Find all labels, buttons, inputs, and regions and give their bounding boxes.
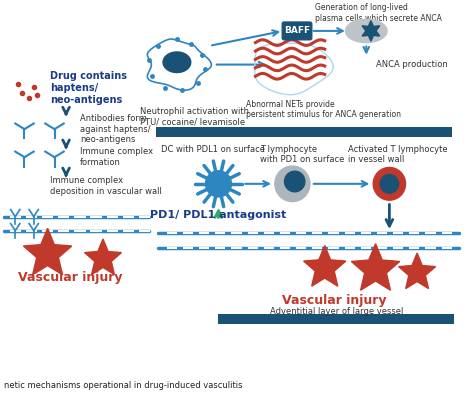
- Polygon shape: [351, 244, 400, 290]
- Text: ANCA production: ANCA production: [375, 60, 447, 69]
- Text: Vascular injury: Vascular injury: [282, 294, 386, 307]
- Polygon shape: [304, 246, 346, 286]
- Text: Immune complex
deposition in vascular wall: Immune complex deposition in vascular wa…: [50, 176, 162, 196]
- Text: Generation of long-lived
plasma cells which secrete ANCA: Generation of long-lived plasma cells wh…: [316, 4, 442, 23]
- FancyBboxPatch shape: [282, 22, 312, 40]
- FancyBboxPatch shape: [156, 127, 452, 137]
- Text: Antibodies form
against haptens/
neo-antigens: Antibodies form against haptens/ neo-ant…: [80, 114, 151, 144]
- Text: netic mechanisms operational in drug-induced vasculitis: netic mechanisms operational in drug-ind…: [4, 380, 242, 390]
- Polygon shape: [362, 21, 380, 41]
- Circle shape: [284, 171, 305, 192]
- Polygon shape: [163, 52, 191, 72]
- Text: BAFF: BAFF: [284, 26, 310, 35]
- Polygon shape: [147, 39, 211, 90]
- Circle shape: [275, 166, 310, 202]
- Polygon shape: [399, 253, 436, 289]
- Text: DC with PDL1 on surface: DC with PDL1 on surface: [161, 145, 265, 154]
- Text: Drug contains
haptens/
neo-antigens: Drug contains haptens/ neo-antigens: [50, 70, 127, 105]
- Circle shape: [373, 168, 406, 200]
- Ellipse shape: [346, 19, 387, 43]
- Text: Activated T lymphocyte
in vessel wall: Activated T lymphocyte in vessel wall: [348, 145, 447, 164]
- Text: Immune complex
formation: Immune complex formation: [80, 148, 153, 167]
- Polygon shape: [23, 228, 72, 275]
- Polygon shape: [84, 239, 121, 275]
- Text: Vascular injury: Vascular injury: [18, 271, 123, 284]
- Text: PD1/ PDL1 antagonist: PD1/ PDL1 antagonist: [150, 210, 287, 220]
- Text: T lymphocyte
with PD1 on surface: T lymphocyte with PD1 on surface: [260, 145, 345, 164]
- Text: Adventitial layer of large vessel: Adventitial layer of large vessel: [270, 307, 403, 316]
- FancyBboxPatch shape: [219, 314, 454, 324]
- Text: Neutrophil activation with
PTU/ cocaine/ levamisole: Neutrophil activation with PTU/ cocaine/…: [140, 107, 249, 126]
- Circle shape: [206, 171, 231, 197]
- Text: Abnormal NETs provide
persistent stimulus for ANCA generation: Abnormal NETs provide persistent stimulu…: [246, 100, 401, 119]
- Circle shape: [380, 174, 399, 193]
